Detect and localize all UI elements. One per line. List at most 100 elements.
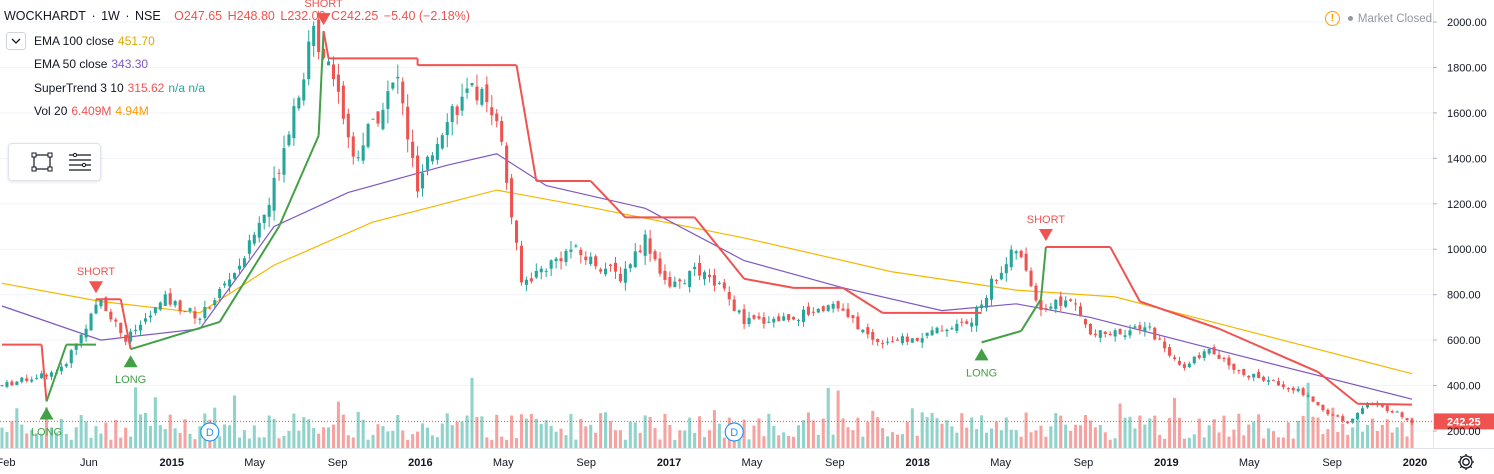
indicator-volume[interactable]: Vol 20 6.409M 4.94M (34, 104, 149, 118)
price-tick-label: 2000.00 (1447, 17, 1487, 29)
candle-body (955, 323, 959, 331)
volume-bar (757, 418, 761, 448)
volume-bar (465, 415, 469, 448)
candle-body (737, 310, 741, 313)
candle-body (366, 124, 370, 147)
candle-body (1410, 419, 1414, 423)
volume-bar (752, 425, 756, 448)
short-arrow-icon (316, 13, 331, 26)
candle-body (1044, 308, 1048, 310)
candle-body (1291, 387, 1295, 391)
price-axis[interactable]: 200.00 400.00 600.00 800.00 1000.00 1200.00 14… (1433, 0, 1487, 448)
time-tick-label: Sep (1322, 457, 1342, 469)
candle-body (910, 338, 914, 343)
candle-body (673, 281, 677, 287)
candle-body (331, 64, 336, 80)
candle-body (64, 364, 68, 367)
volume-bar (143, 412, 148, 448)
volume-bar (1034, 430, 1038, 448)
candle-body (25, 378, 29, 381)
volume-bar (747, 439, 751, 448)
indicator-ema100[interactable]: EMA 100 close 451.70 (34, 34, 155, 48)
volume-bar (1237, 413, 1241, 448)
volume-bar (228, 425, 232, 448)
indicator-ema50[interactable]: EMA 50 close 343.30 (34, 57, 148, 71)
candle-body (866, 327, 870, 335)
candle-body (1321, 404, 1325, 411)
volume-bar (490, 439, 494, 448)
volume-bar (638, 432, 642, 448)
volume-bar (608, 421, 613, 448)
volume-bar (792, 436, 796, 448)
volume-bar (500, 436, 504, 448)
candle-body (881, 343, 885, 345)
candle-body (678, 279, 682, 282)
volume-bar (628, 421, 632, 448)
gear-icon[interactable] (1456, 452, 1476, 472)
volume-bar (1163, 438, 1167, 448)
indicator-supertrend[interactable]: SuperTrend 3 10 315.62 n/a n/a (34, 81, 205, 95)
warning-icon[interactable]: ! (1324, 11, 1340, 26)
candle-body (1257, 371, 1261, 378)
time-axis[interactable]: Feb Jun 2015 May Sep 2016 May Sep 2017 May Sep 2018… (0, 448, 1494, 470)
volume-bar (841, 418, 845, 448)
volume-bar (40, 433, 44, 448)
candle-body (297, 97, 301, 109)
price-tick-label: 1800.00 (1447, 62, 1487, 74)
candle-body (1064, 300, 1068, 307)
candle-body (732, 299, 736, 311)
symbol-name[interactable]: WOCKHARDT (4, 9, 86, 23)
candle-body (20, 377, 24, 382)
short-arrow-icon (1038, 228, 1053, 241)
market-status[interactable]: ! Market Closed (1324, 11, 1432, 26)
volume-bar (351, 437, 355, 448)
volume-bar (1385, 419, 1389, 448)
candle-body (411, 141, 415, 158)
candle-body (153, 307, 157, 314)
candle-body (1276, 381, 1280, 386)
candle-body (376, 111, 380, 124)
volume-bar (782, 432, 786, 448)
settings-lines-icon[interactable] (67, 152, 93, 172)
collapse-legend-button[interactable] (6, 32, 26, 50)
candle-body (35, 377, 39, 379)
supertrend-segment (45, 344, 68, 402)
candle-body (742, 309, 746, 325)
dividend-marker[interactable] (200, 422, 220, 442)
volume-bar (599, 413, 603, 448)
candle-body (821, 306, 825, 311)
candle-body (158, 302, 162, 310)
last-price-line: 242.25 (0, 413, 1494, 430)
interval[interactable]: 1W (101, 9, 120, 23)
ohlc-high: H248.80 (227, 9, 275, 23)
drawing-toolbar (8, 143, 101, 181)
candle-body (1281, 384, 1285, 388)
last-price-tag (1434, 413, 1494, 430)
volume-bar (1400, 422, 1404, 448)
candle-body (312, 25, 316, 46)
candle-body (247, 240, 251, 254)
volume-bar (1247, 424, 1251, 448)
candle-body (792, 316, 796, 320)
volume-bar (801, 420, 806, 448)
candle-body (381, 109, 385, 130)
volume-bar (1014, 430, 1018, 448)
volume-bar (148, 425, 152, 448)
candle-body (500, 120, 504, 142)
volume-bar (559, 428, 563, 448)
volume-bar (119, 437, 123, 448)
candle-body (767, 321, 771, 323)
rectangle-tool-icon[interactable] (31, 152, 53, 172)
candle-body (980, 304, 984, 309)
candle-body (663, 270, 667, 280)
signal-markers: LONG SHORT LONG SHORT LONG SHORT (31, 0, 1065, 438)
candle-body (628, 264, 632, 269)
indicator-label: Vol 20 (34, 104, 68, 118)
volume-bar (935, 418, 939, 448)
candle-body (930, 330, 934, 336)
time-tick-label: 2016 (408, 457, 432, 469)
dividend-marker[interactable] (724, 422, 744, 442)
ohlc-change: −5.40 (−2.18%) (383, 9, 470, 23)
